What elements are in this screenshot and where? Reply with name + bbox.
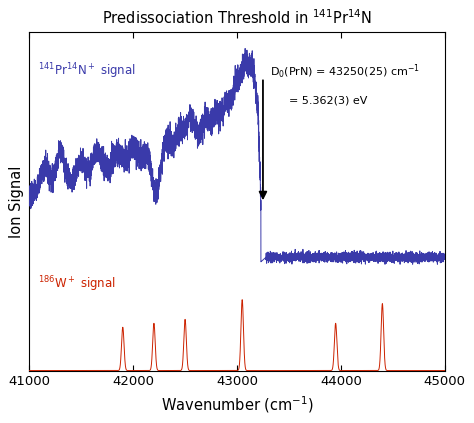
X-axis label: Wavenumber (cm$^{-1}$): Wavenumber (cm$^{-1}$)	[161, 394, 313, 415]
Text: $^{141}$Pr$^{14}$N$^+$ signal: $^{141}$Pr$^{14}$N$^+$ signal	[37, 61, 136, 81]
Title: Predissociation Threshold in $^{141}$Pr$^{14}$N: Predissociation Threshold in $^{141}$Pr$…	[102, 8, 372, 27]
Y-axis label: Ion Signal: Ion Signal	[9, 165, 24, 238]
Text: $^{186}$W$^+$ signal: $^{186}$W$^+$ signal	[37, 274, 116, 294]
Text: = 5.362(3) eV: = 5.362(3) eV	[289, 95, 367, 105]
Text: D$_0$(PrN) = 43250(25) cm$^{-1}$: D$_0$(PrN) = 43250(25) cm$^{-1}$	[270, 63, 420, 81]
